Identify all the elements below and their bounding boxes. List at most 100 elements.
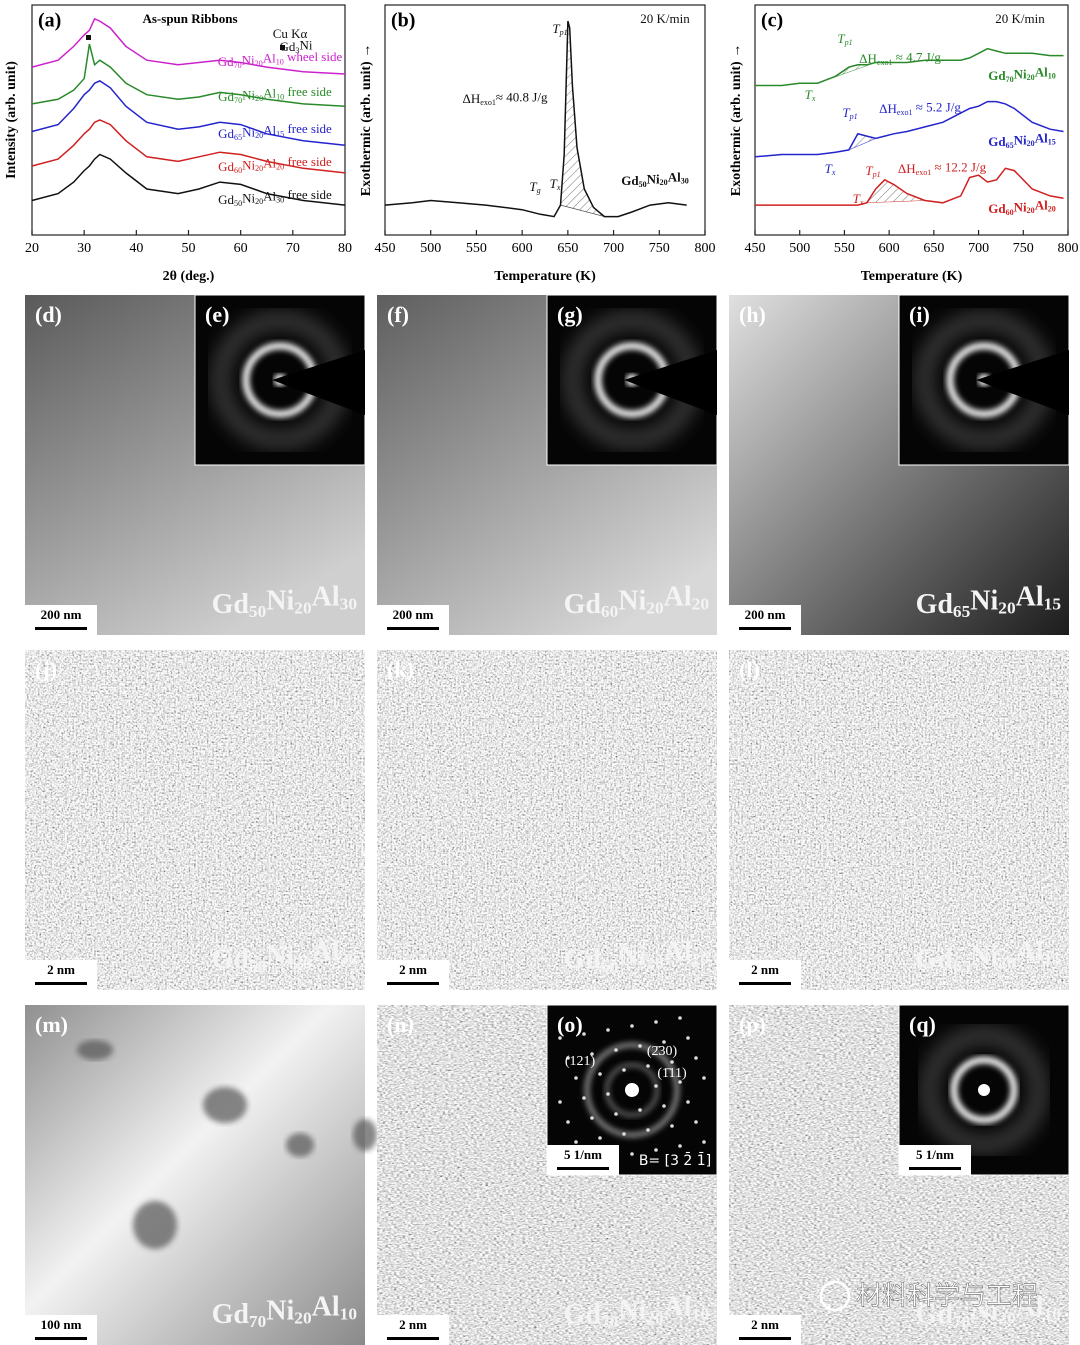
spot <box>662 1040 666 1044</box>
composition: Gd70Ni20Al10 <box>916 1292 1062 1331</box>
spot <box>638 1044 642 1048</box>
spot <box>678 1016 682 1020</box>
spot <box>614 1048 618 1052</box>
x-tick-label: 550 <box>466 241 487 256</box>
watermark: 材料科学与工程 <box>856 1282 1038 1312</box>
center-spot <box>978 1084 990 1096</box>
spot <box>662 1104 666 1108</box>
spot <box>598 1072 602 1076</box>
spot <box>622 1068 626 1072</box>
diffraction-ring <box>605 1063 659 1117</box>
x-tick-label: 70 <box>286 241 300 256</box>
spot <box>630 1024 634 1028</box>
spot <box>694 1120 698 1124</box>
x-tick-label: 30 <box>77 241 91 256</box>
annotation: ΔHexo1 ≈ 5.2 J/g <box>879 99 961 116</box>
scale-bar-label: 200 nm <box>41 607 82 622</box>
diffraction-ring <box>950 1056 1018 1124</box>
spot <box>590 1052 594 1056</box>
composition: Gd70Ni20Al10 <box>564 1292 710 1331</box>
scale-bar <box>387 1337 439 1340</box>
x-tick-label: 40 <box>129 241 143 256</box>
legend-marker <box>280 45 285 50</box>
scale-bar <box>35 1337 87 1340</box>
y-axis-label: Exothermic (arb. unit) → <box>729 44 744 196</box>
micrograph: (p) 2 nm Gd70Ni20Al10 (q) 5 1/nm <box>729 1004 1070 1345</box>
spot-label: (1̄11) <box>657 1066 687 1081</box>
x-tick-label: 650 <box>923 241 944 256</box>
scale-bar <box>387 627 439 630</box>
x-axis-label: Temperature (K) <box>861 269 963 284</box>
scale-bar-label: 2 nm <box>751 962 779 977</box>
x-tick-label: 60 <box>234 241 248 256</box>
spot <box>638 1108 642 1112</box>
scale-bar-label: 100 nm <box>41 1317 82 1332</box>
spot <box>606 1092 610 1096</box>
micrograph: (j) 2 nm Gd50Ni20Al30 <box>25 650 365 990</box>
spot-label: (2̄30) <box>647 1044 678 1059</box>
data-line <box>31 80 346 147</box>
x-tick-label: 450 <box>375 241 396 256</box>
x-tick-label: 650 <box>557 241 578 256</box>
image <box>729 650 1069 990</box>
scale-bar <box>739 627 791 630</box>
panel-label: (n) <box>387 1012 414 1037</box>
scale-bar-label: 200 nm <box>393 607 434 622</box>
data-line <box>755 167 1064 206</box>
data-line <box>754 100 1064 158</box>
x-tick-label: 80 <box>338 241 352 256</box>
composition: Gd60Ni20Al20 <box>564 582 710 621</box>
series-label: Gd70Ni20Al10 <box>988 65 1055 84</box>
x-tick-label: 50 <box>182 241 196 256</box>
panel-label: (b) <box>391 10 415 32</box>
spot <box>694 1056 698 1060</box>
inset-label: (e) <box>205 302 229 327</box>
annotation: ΔHexo1≈ 40.8 J/g <box>463 89 548 106</box>
scale-bar-label: 2 nm <box>399 962 427 977</box>
scale-bar-label: 5 1/nm <box>564 1147 602 1162</box>
composition: Gd65Ni20Al15 <box>916 937 1062 976</box>
annotation: Tx <box>550 176 561 192</box>
grain <box>286 1133 314 1157</box>
image <box>377 650 717 990</box>
data-line <box>31 17 346 75</box>
y-axis-label: Intensity (arb. unit) <box>4 61 19 179</box>
inset-label: (i) <box>909 302 930 327</box>
spot <box>582 1032 586 1036</box>
scale-bar <box>557 1167 609 1170</box>
spot <box>654 1148 658 1152</box>
annotation: Gd3Ni <box>280 37 313 54</box>
micrograph: (k) 2 nm Gd60Ni20Al20 <box>377 650 717 990</box>
spot <box>702 1076 706 1080</box>
series-label: Gd65Ni20Al15 <box>988 131 1055 150</box>
spot <box>614 1112 618 1116</box>
annotation: ΔHexo1 ≈ 12.2 J/g <box>898 159 987 176</box>
data-line <box>31 153 346 206</box>
scale-bar <box>909 1167 961 1170</box>
data-line <box>384 20 687 218</box>
scale-bar <box>35 982 87 985</box>
annotation: Tp1 <box>865 163 880 179</box>
inset: (q) 5 1/nm <box>898 1004 1070 1176</box>
composition: Gd50Ni20Al30 <box>212 937 358 976</box>
spot <box>702 1140 706 1144</box>
spot <box>654 1084 658 1088</box>
inset-label: (g) <box>557 302 583 327</box>
inset: (e) <box>194 294 366 466</box>
panel-label: (h) <box>739 302 766 327</box>
annotation: Tg <box>529 179 540 195</box>
phase-marker <box>86 35 91 40</box>
grain <box>133 1201 177 1249</box>
panel-label: (k) <box>387 657 414 682</box>
watermark-icon <box>819 1280 851 1312</box>
panel-label: (l) <box>739 657 760 682</box>
spot <box>646 1128 650 1132</box>
spot <box>574 1076 578 1080</box>
scale-bar <box>387 982 439 985</box>
inset-label: (o) <box>557 1012 583 1037</box>
x-tick-label: 800 <box>1058 241 1079 256</box>
annotation: 20 K/min <box>995 11 1045 26</box>
spot <box>678 1144 682 1148</box>
